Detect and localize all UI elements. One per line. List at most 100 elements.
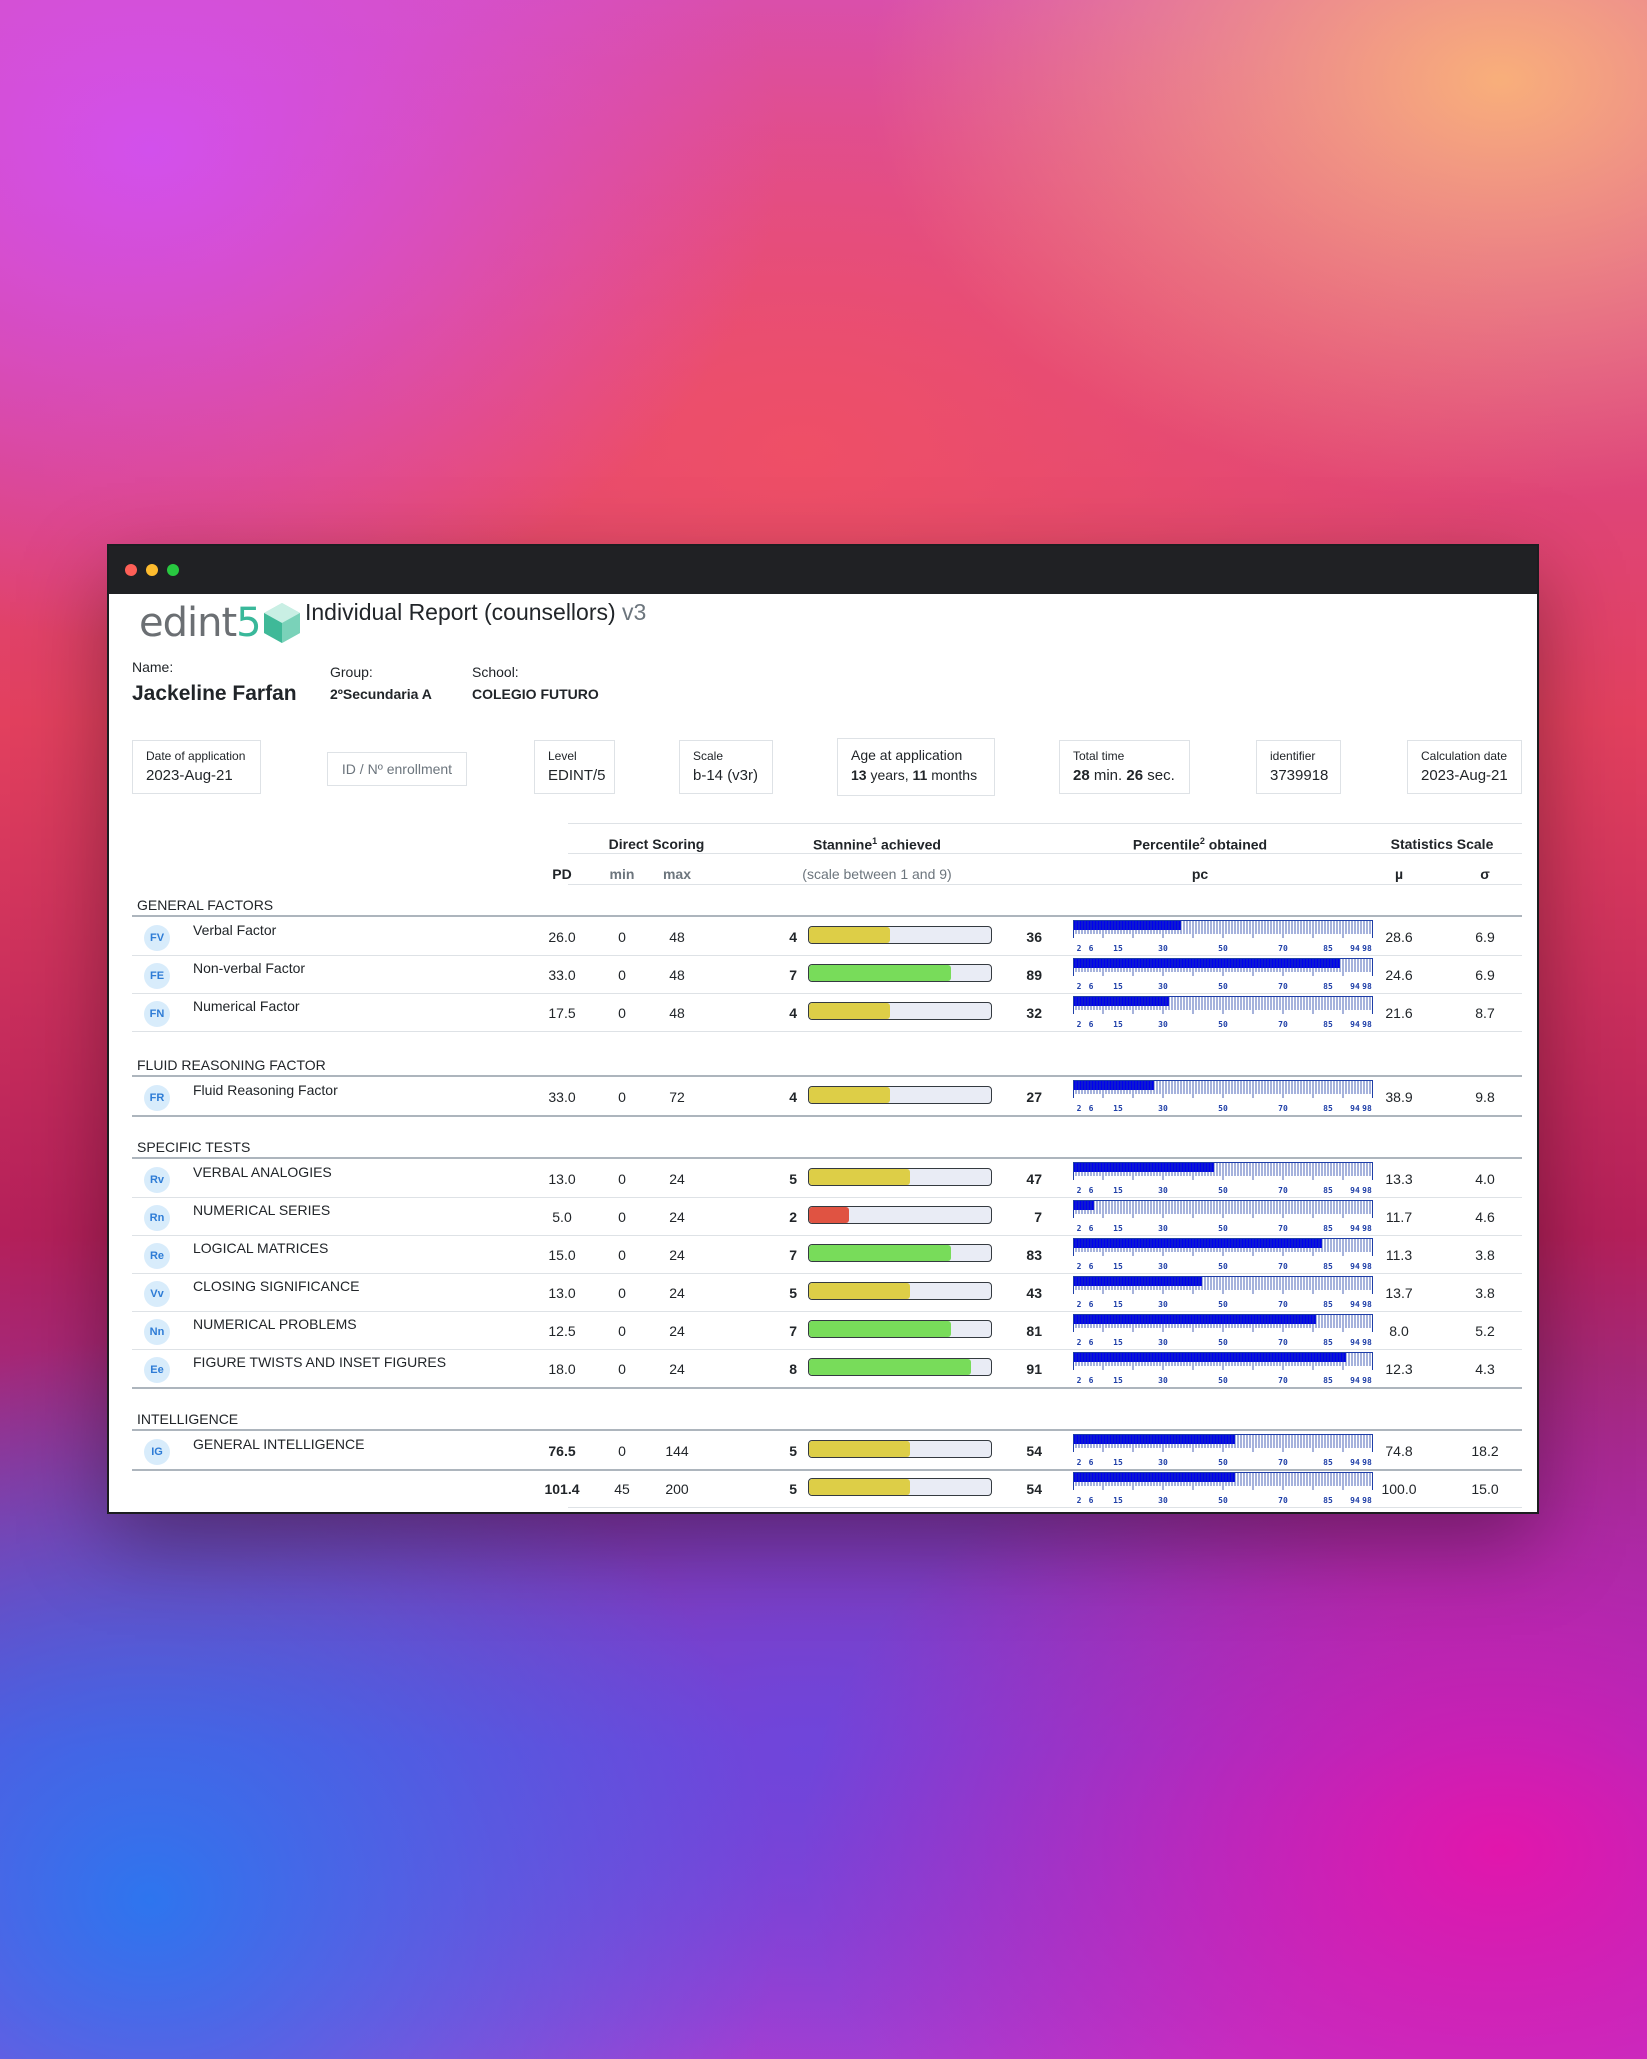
row-name: NUMERICAL PROBLEMS (193, 1316, 357, 1332)
pd-value: 33.0 (548, 1089, 576, 1105)
percentile-tick-label: 30 (1158, 982, 1168, 991)
stannine-bar-fill (809, 1169, 911, 1185)
subheader-mu: µ (1394, 866, 1404, 882)
percentile-tick-label: 70 (1278, 1104, 1288, 1113)
percentile-tick-label: 85 (1323, 1186, 1333, 1195)
percentile-tick-label: 15 (1113, 1300, 1123, 1309)
sigma-value: 8.7 (1475, 1005, 1495, 1021)
max-value: 24 (669, 1171, 685, 1187)
percentile-value: 81 (1026, 1323, 1042, 1339)
sigma-value: 3.8 (1475, 1285, 1495, 1301)
min-value: 0 (618, 967, 626, 983)
percentile-bar: 2 6 15 30 50 70 85 94 98 (1073, 996, 1373, 1035)
edint-logo: edint5 (139, 600, 303, 646)
percentile-value: 32 (1026, 1005, 1042, 1021)
row-name: VERBAL ANALOGIES (193, 1164, 332, 1180)
row-name: Verbal Factor (193, 922, 277, 938)
percentile-tick-label: 85 (1323, 1458, 1333, 1467)
percentile-tick-label: 2 (1077, 1104, 1082, 1113)
percentile-tick-label: 6 (1089, 1020, 1094, 1029)
percentile-tick-label: 70 (1278, 1020, 1288, 1029)
pd-value: 15.0 (548, 1247, 576, 1263)
percentile-value: 54 (1026, 1481, 1042, 1497)
stannine-value: 7 (789, 1247, 797, 1263)
row-code-badge: Rv (144, 1167, 170, 1193)
percentile-tick-label: 50 (1218, 1104, 1228, 1113)
percentile-fill (1073, 1238, 1322, 1248)
percentile-tick-label: 85 (1323, 1300, 1333, 1309)
maximize-button[interactable] (167, 564, 179, 576)
percentile-scale: 2 6 15 30 50 70 85 94 98 (1073, 1314, 1373, 1347)
percentile-tick-label: 94 (1350, 1496, 1360, 1505)
stannine-bar-fill (809, 1245, 951, 1261)
section-title: SPECIFIC TESTS (137, 1139, 251, 1155)
mu-value: 13.7 (1385, 1285, 1413, 1301)
pd-value: 5.0 (552, 1209, 572, 1225)
row-name: Non-verbal Factor (193, 960, 306, 976)
stannine-bar-fill (809, 1207, 850, 1223)
percentile-tick-label: 70 (1278, 982, 1288, 991)
scale-value: b-14 (v3r) (693, 767, 759, 784)
stannine-value: 4 (789, 1089, 797, 1105)
percentile-tick-label: 6 (1089, 944, 1094, 953)
section-title: FLUID REASONING FACTOR (137, 1057, 326, 1073)
percentile-value: 43 (1026, 1285, 1042, 1301)
total-time-value: 28 min. 26 sec. (1073, 767, 1175, 784)
pd-value: 17.5 (548, 1005, 576, 1021)
page-title: Individual Report (counsellors) v3 (305, 599, 647, 625)
percentile-tick-label: 50 (1218, 982, 1228, 991)
percentile-tick-label: 15 (1113, 1338, 1123, 1347)
sigma-value: 6.9 (1475, 929, 1495, 945)
percentile-tick-label: 2 (1077, 1262, 1082, 1271)
max-value: 24 (669, 1361, 685, 1377)
percentile-scale: 2 6 15 30 50 70 85 94 98 (1073, 1276, 1373, 1309)
percentile-tick-label: 6 (1089, 1376, 1094, 1385)
pd-value: 18.0 (548, 1361, 576, 1377)
scale-box: Scale b-14 (v3r) (679, 740, 773, 794)
header-direct-scoring: Direct Scoring (608, 836, 705, 852)
min-value: 0 (618, 1171, 626, 1187)
percentile-tick-label: 98 (1362, 1020, 1372, 1029)
enrollment-input[interactable]: ID / Nº enrollment (327, 752, 467, 786)
row-code-badge: Rn (144, 1205, 170, 1231)
percentile-tick-label: 15 (1113, 1376, 1123, 1385)
percentile-tick-label: 30 (1158, 1338, 1168, 1347)
percentile-tick-label: 15 (1113, 1496, 1123, 1505)
mu-value: 28.6 (1385, 929, 1413, 945)
percentile-value: 7 (1034, 1209, 1042, 1225)
percentile-tick-label: 50 (1218, 1186, 1228, 1195)
sigma-value: 3.8 (1475, 1247, 1495, 1263)
stannine-bar-fill (809, 1003, 890, 1019)
calculation-date-box: Calculation date 2023-Aug-21 (1407, 740, 1522, 794)
percentile-value: 91 (1026, 1361, 1042, 1377)
percentile-tick-label: 85 (1323, 1496, 1333, 1505)
percentile-tick-label: 98 (1362, 1496, 1372, 1505)
row-code-badge: IG (144, 1439, 170, 1465)
sigma-value: 4.6 (1475, 1209, 1495, 1225)
min-value: 0 (618, 1285, 626, 1301)
minimize-button[interactable] (146, 564, 158, 576)
percentile-tick-label: 50 (1218, 1338, 1228, 1347)
percentile-tick-label: 70 (1278, 944, 1288, 953)
percentile-tick-label: 15 (1113, 944, 1123, 953)
percentile-value: 47 (1026, 1171, 1042, 1187)
row-name: FIGURE TWISTS AND INSET FIGURES (193, 1354, 447, 1370)
stannine-value: 5 (789, 1481, 797, 1497)
stannine-bar-fill (809, 1359, 971, 1375)
percentile-value: 89 (1026, 967, 1042, 983)
row-name: Numerical Factor (193, 998, 300, 1014)
percentile-tick-label: 50 (1218, 1020, 1228, 1029)
percentile-tick-label: 30 (1158, 1224, 1168, 1233)
min-value: 0 (618, 929, 626, 945)
stannine-bar-fill (809, 1283, 911, 1299)
percentile-tick-label: 30 (1158, 1262, 1168, 1271)
close-button[interactable] (125, 564, 137, 576)
percentile-tick-label: 15 (1113, 1224, 1123, 1233)
percentile-fill (1073, 958, 1340, 968)
stannine-bar (808, 1440, 992, 1458)
percentile-tick-label: 15 (1113, 1458, 1123, 1467)
stannine-bar (808, 1282, 992, 1300)
row-name: CLOSING SIGNIFICANCE (193, 1278, 360, 1294)
row-code-badge: Ee (144, 1357, 170, 1383)
percentile-scale: 2 6 15 30 50 70 85 94 98 (1073, 996, 1373, 1029)
